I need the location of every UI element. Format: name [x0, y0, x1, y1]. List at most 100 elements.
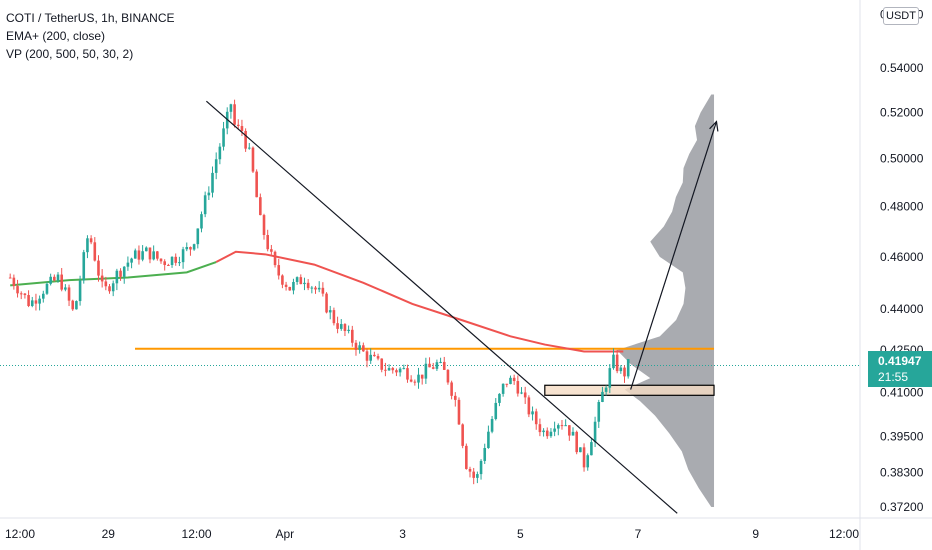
last-price-tag: 0.41947 21:55 — [868, 351, 932, 387]
candle-body — [347, 329, 350, 332]
candle-body — [222, 128, 225, 147]
candle-body — [64, 287, 67, 290]
candle-body — [130, 258, 133, 263]
candle-body — [41, 293, 45, 299]
candle-body — [259, 197, 262, 216]
candle-body — [174, 256, 178, 263]
candle-body — [553, 428, 556, 432]
candle-body — [417, 374, 420, 383]
candle-body — [30, 300, 34, 306]
downtrend-line — [205, 100, 678, 514]
candle-body — [398, 368, 402, 373]
price-tick-label: 0.54000 — [880, 61, 924, 75]
candle-body — [133, 250, 137, 259]
candle-body — [104, 281, 108, 287]
candle-body — [538, 424, 542, 433]
candle-body — [86, 238, 89, 253]
candle-body — [163, 261, 166, 265]
time-tick-label: Apr — [276, 527, 295, 541]
candle-body — [362, 345, 365, 352]
candle-body — [34, 300, 38, 304]
candle-body — [487, 431, 490, 449]
candle-body — [93, 242, 97, 261]
candle-body — [453, 395, 457, 400]
candle-body — [601, 391, 604, 403]
candle-body — [27, 295, 30, 306]
candle-body — [49, 276, 52, 284]
time-tick-label: 5 — [517, 527, 524, 541]
candle-body — [376, 356, 380, 359]
candle-body — [122, 266, 126, 277]
candle-body — [288, 286, 292, 291]
time-tick-label: 29 — [102, 527, 116, 541]
volume-profile-label[interactable]: VP (200, 500, 50, 30, 2) — [6, 47, 134, 61]
candle-body — [277, 265, 281, 276]
candle-body — [78, 280, 82, 302]
candle-body — [75, 301, 78, 310]
candle-body — [53, 276, 56, 281]
candle-body — [71, 300, 75, 310]
candle-body — [218, 146, 222, 160]
candle-body — [406, 368, 409, 380]
candle-body — [325, 293, 328, 313]
time-tick-label: 12:00 — [829, 527, 859, 541]
candle-body — [108, 286, 111, 292]
currency-button[interactable]: USDT — [883, 7, 919, 25]
candle-body — [626, 359, 630, 377]
candle-body — [527, 397, 531, 415]
candle-body — [281, 275, 284, 285]
candle-body — [156, 251, 159, 259]
candle-body — [141, 251, 144, 260]
candle-body — [185, 247, 189, 250]
candle-body — [240, 126, 244, 131]
candle-body — [343, 324, 347, 332]
candle-body — [126, 262, 130, 267]
candle-body — [23, 293, 27, 296]
candle-body — [409, 379, 413, 382]
time-tick-label: 12:00 — [182, 527, 212, 541]
candle-body — [439, 361, 442, 363]
candle-body — [560, 425, 564, 427]
candle-body — [255, 171, 258, 198]
candle-body — [505, 383, 509, 385]
candle-body — [144, 247, 148, 252]
price-tick-label: 0.46000 — [880, 250, 924, 264]
candle-body — [568, 425, 571, 436]
candle-body — [387, 368, 391, 371]
candle-body — [321, 287, 325, 294]
price-tick-label: 0.44000 — [880, 302, 924, 316]
candle-body — [582, 447, 586, 468]
candle-body — [295, 277, 299, 282]
candle-body — [373, 354, 376, 357]
candle-body — [395, 370, 398, 373]
candle-body — [38, 298, 41, 304]
candle-body — [468, 468, 472, 472]
symbol-title[interactable]: COTI / TetherUS, 1h, BINANCE — [6, 11, 175, 25]
candle-body — [431, 367, 435, 369]
candle-body — [384, 369, 387, 371]
candle-body — [170, 256, 174, 266]
candle-body — [369, 354, 372, 361]
candle-body — [350, 329, 354, 343]
candle-body — [619, 367, 623, 372]
candle-body — [328, 310, 332, 313]
candle-body — [111, 283, 115, 292]
candle-body — [608, 368, 612, 388]
candle-body — [159, 258, 163, 262]
ema-indicator-label[interactable]: EMA+ (200, close) — [6, 29, 106, 43]
candle-body — [214, 159, 218, 173]
candle-body — [270, 249, 273, 252]
candle-body — [310, 287, 314, 289]
candle-body — [402, 368, 406, 370]
candle-body — [178, 262, 181, 264]
candle-body — [428, 363, 431, 368]
candle-body — [89, 238, 93, 243]
candle-body — [60, 274, 63, 290]
candle-body — [476, 474, 479, 478]
time-tick-label: 7 — [635, 527, 642, 541]
candle-body — [200, 214, 203, 229]
candle-body — [244, 130, 247, 149]
candles — [8, 99, 630, 485]
candle-body — [119, 270, 122, 277]
